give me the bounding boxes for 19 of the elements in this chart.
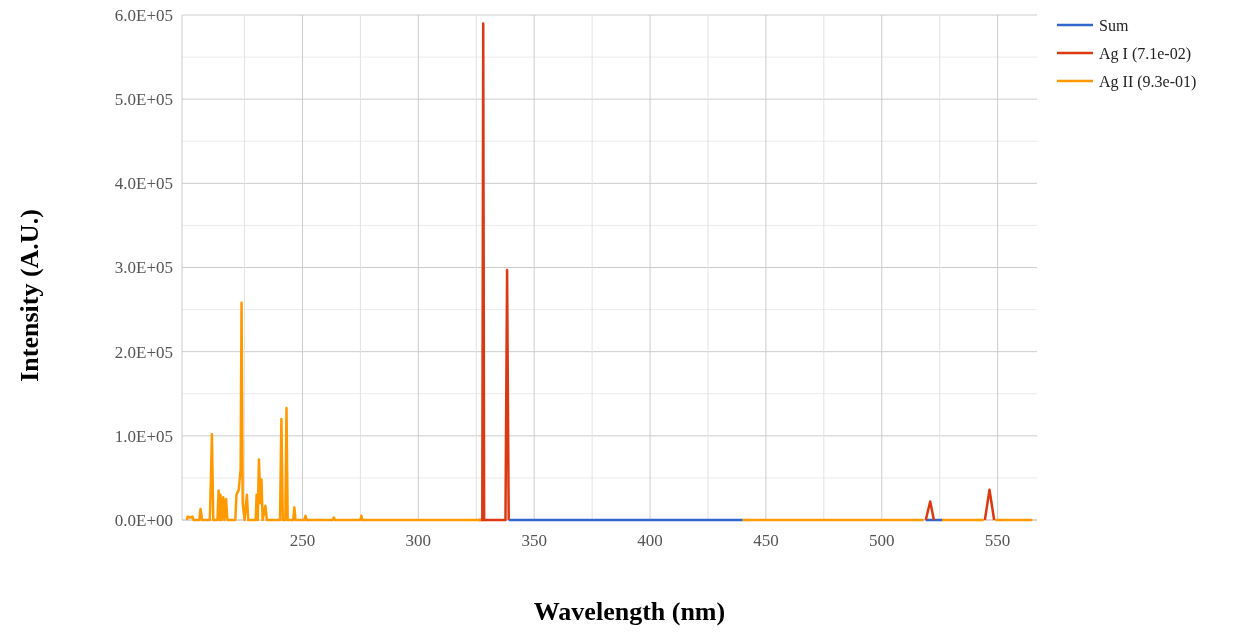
x-tick-label: 450 (753, 531, 779, 550)
legend-label: Ag II (9.3e-01) (1099, 72, 1197, 91)
y-axis-title: Intensity (A.U.) (15, 209, 44, 382)
x-tick-label: 300 (405, 531, 432, 550)
y-tick-label: 6.0E+05 (114, 5, 173, 25)
legend-label: Ag I (7.1e-02) (1099, 44, 1191, 63)
x-tick-label: 550 (984, 531, 1011, 550)
x-tick-label: 350 (521, 531, 547, 550)
y-tick-label: 3.0E+05 (114, 258, 173, 278)
x-tick-label: 400 (637, 531, 663, 550)
y-tick-label: 5.0E+05 (114, 90, 173, 110)
y-tick-label: 1.0E+05 (114, 426, 173, 446)
y-tick-label: 2.0E+05 (114, 342, 173, 362)
legend-label: Sum (1099, 16, 1129, 34)
y-tick-label: 0.0E+00 (114, 510, 173, 530)
x-tick-label: 250 (289, 531, 316, 550)
x-axis-title: Wavelength (nm) (533, 597, 726, 626)
y-tick-label: 4.0E+05 (114, 174, 173, 194)
x-tick-label: 500 (869, 531, 895, 550)
